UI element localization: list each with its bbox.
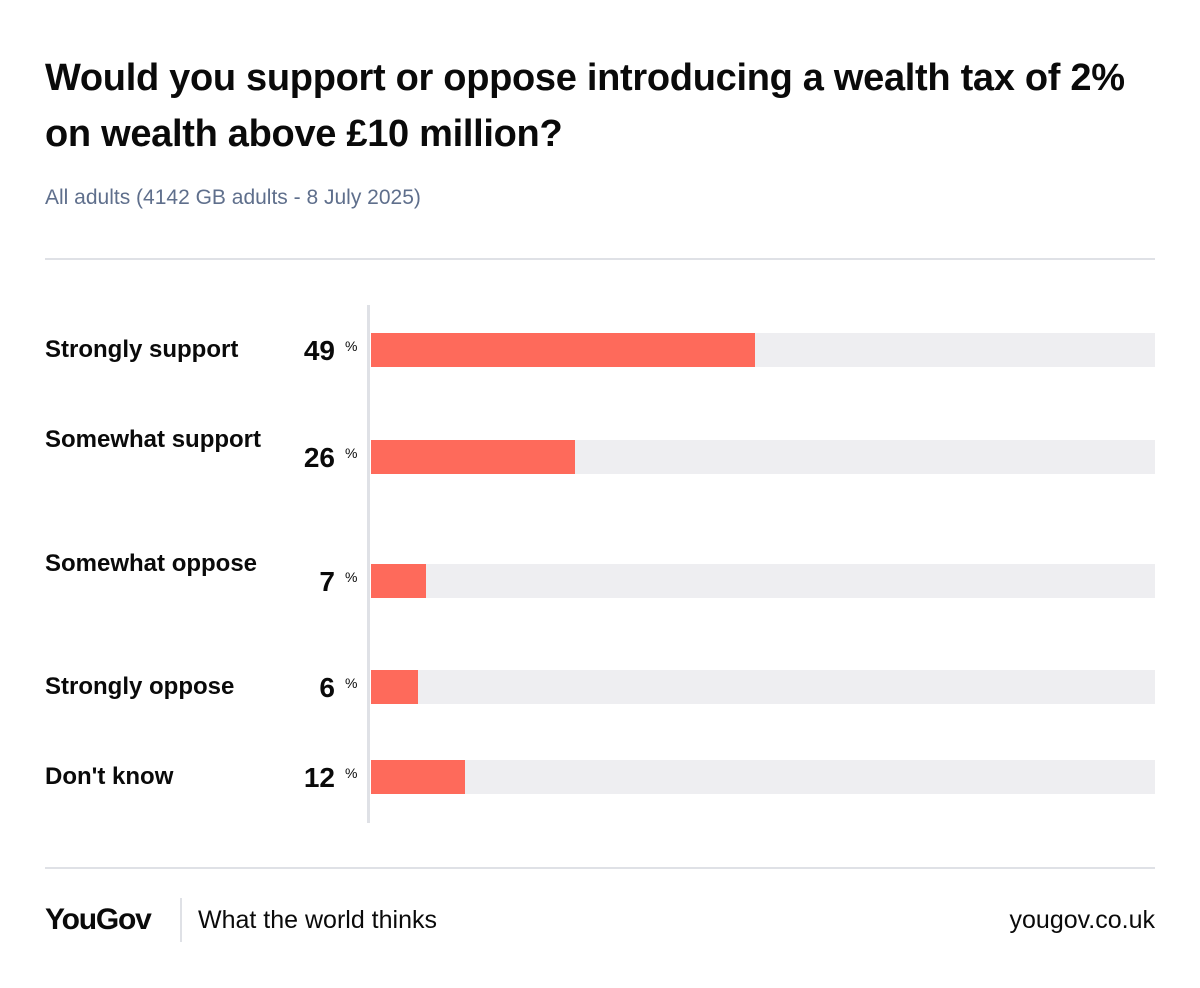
- row-label-strongly-support: Strongly support: [45, 336, 239, 363]
- value-label-somewhat-support: 26: [303, 442, 335, 473]
- bar-strongly-support: [371, 333, 756, 367]
- bar-somewhat-oppose: [371, 564, 426, 598]
- percent-sign: %: [345, 445, 358, 461]
- row-label-somewhat-oppose: Somewhat oppose: [45, 550, 258, 577]
- value-label-somewhat-oppose: 7: [319, 566, 335, 597]
- bar-track-somewhat-oppose: [371, 564, 1155, 598]
- footer-tagline: What the world thinks: [198, 906, 437, 934]
- yougov-logo: YouGov: [45, 903, 152, 936]
- footer-divider-line: [45, 867, 1155, 869]
- bar-dont-know: [371, 760, 466, 794]
- value-label-strongly-support: 49: [303, 335, 335, 366]
- footer-url-link[interactable]: yougov.co.uk: [1009, 906, 1155, 934]
- percent-sign: %: [345, 569, 358, 585]
- row-label-dont-know: Don't know: [45, 763, 174, 790]
- value-label-dont-know: 12: [303, 762, 335, 793]
- bar-track-dont-know: [371, 760, 1155, 794]
- header-divider: [45, 258, 1155, 260]
- percent-sign: %: [345, 765, 358, 781]
- chart-subtitle: All adults (4142 GB adults - 8 July 2025…: [45, 186, 421, 209]
- percent-sign: %: [345, 338, 358, 354]
- row-label-strongly-oppose: Strongly oppose: [45, 673, 235, 700]
- value-label-strongly-oppose: 6: [319, 672, 335, 703]
- bar-track-strongly-support: [371, 333, 1155, 367]
- chart-title: Would you support or oppose introducing …: [45, 57, 1125, 155]
- bar-track-somewhat-support: [371, 440, 1155, 474]
- bar-track-strongly-oppose: [371, 670, 1155, 704]
- chart-axis-line: [367, 305, 370, 823]
- bar-somewhat-support: [371, 440, 575, 474]
- row-label-somewhat-support: Somewhat support: [45, 426, 262, 453]
- footer-logo-divider: [180, 898, 182, 942]
- bar-strongly-oppose: [371, 670, 418, 704]
- percent-sign: %: [345, 675, 358, 691]
